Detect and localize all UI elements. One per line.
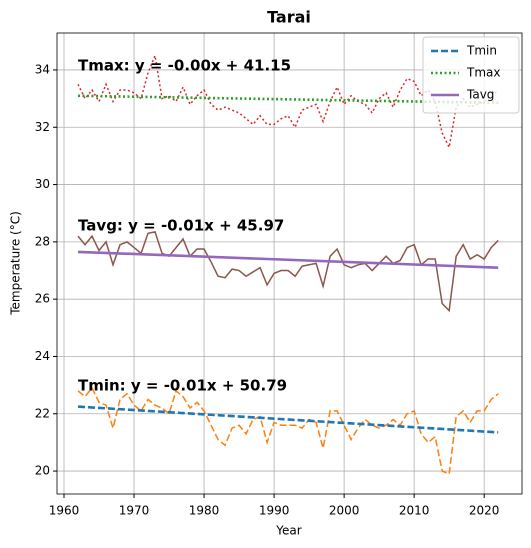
y-tick-label: 30 xyxy=(35,177,50,191)
y-axis-label: Temperature (°C) xyxy=(9,211,23,316)
y-tick-label: 20 xyxy=(35,464,50,478)
x-axis-label: Year xyxy=(275,524,301,538)
x-tick-label: 1970 xyxy=(119,504,150,518)
x-tick-label: 1980 xyxy=(189,504,220,518)
trend-line xyxy=(77,250,499,269)
x-tick-label: 1960 xyxy=(49,504,80,518)
x-tick-label: 2000 xyxy=(329,504,360,518)
y-tick-label: 34 xyxy=(35,62,50,76)
y-tick-label: 28 xyxy=(35,234,50,248)
data-line xyxy=(77,386,499,476)
chart-title: Tarai xyxy=(267,8,311,27)
legend-label: Tavg xyxy=(466,88,494,102)
y-tick-label: 26 xyxy=(35,292,50,306)
annotation: Tmax: y = -0.00x + 41.15 xyxy=(78,57,291,75)
y-tick-label: 24 xyxy=(35,349,50,363)
annotation: Tavg: y = -0.01x + 45.97 xyxy=(78,217,284,235)
x-tick-label: 2010 xyxy=(399,504,430,518)
trend-line xyxy=(77,405,499,434)
legend-label: Tmin xyxy=(466,44,497,58)
x-tick-label: 2020 xyxy=(469,504,500,518)
data-line xyxy=(77,230,499,313)
annotation: Tmin: y = -0.01x + 50.79 xyxy=(78,377,287,395)
x-tick-label: 1990 xyxy=(259,504,290,518)
legend-label: Tmax xyxy=(466,66,500,80)
plot-frame xyxy=(56,32,523,495)
y-tick-label: 32 xyxy=(35,120,50,134)
y-tick-label: 22 xyxy=(35,406,50,420)
data-line xyxy=(77,52,499,150)
